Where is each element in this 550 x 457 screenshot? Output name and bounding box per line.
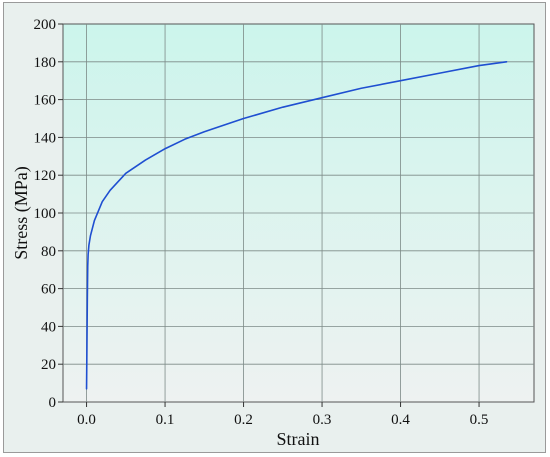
y-tick-label: 60 bbox=[41, 282, 56, 298]
x-tick-label: 0.5 bbox=[470, 412, 489, 428]
y-tick-label: 0 bbox=[49, 395, 57, 411]
y-tick-label: 140 bbox=[34, 130, 57, 146]
x-tick-label: 0.2 bbox=[234, 412, 253, 428]
y-tick-label: 40 bbox=[41, 319, 56, 335]
y-tick-label: 160 bbox=[34, 93, 57, 109]
x-tick-label: 0.1 bbox=[156, 412, 175, 428]
y-tick-label: 200 bbox=[34, 17, 57, 33]
y-tick-label: 20 bbox=[41, 357, 56, 373]
series-group bbox=[85, 60, 508, 390]
y-axis-title: Stress (MPa) bbox=[11, 166, 32, 260]
y-tick-label: 100 bbox=[34, 206, 57, 222]
y-tick-label: 180 bbox=[34, 55, 57, 71]
x-tick-label: 0.4 bbox=[391, 412, 410, 428]
x-axis-tick-labels: 0.0 0.1 0.2 0.3 0.4 0.5 bbox=[77, 412, 488, 428]
x-tick-label: 0.0 bbox=[77, 412, 96, 428]
y-axis-tick-labels: 0 20 40 60 80 100 120 140 160 180 200 bbox=[34, 17, 57, 411]
y-tick-label: 120 bbox=[34, 168, 57, 184]
tick-marks bbox=[58, 23, 480, 407]
grid-lines bbox=[63, 24, 534, 402]
x-tick-label: 0.3 bbox=[313, 412, 332, 428]
y-tick-label: 80 bbox=[41, 244, 56, 260]
stress-strain-curve bbox=[85, 60, 508, 390]
x-axis-title: Strain bbox=[277, 429, 320, 449]
